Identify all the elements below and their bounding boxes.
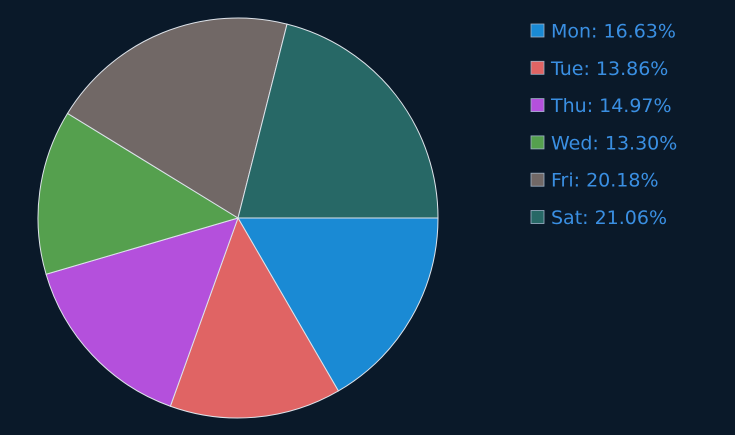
legend-swatch: [530, 210, 545, 224]
pie-slice: [237, 23, 439, 219]
legend-swatch: [530, 60, 545, 75]
legend-swatch: [530, 135, 545, 150]
pie-slice: [66, 17, 288, 219]
legend-label: Mon: 16.63%: [551, 21, 676, 43]
pie-slice: [37, 112, 240, 275]
legend-label: Thu: 14.97%: [550, 95, 672, 117]
pie-slice: [45, 217, 239, 407]
legend-swatch: [530, 23, 545, 38]
legend-label: Sat: 21.06%: [551, 207, 667, 229]
pie-slice: [237, 217, 439, 392]
pie-slice: [169, 216, 340, 419]
legend-label: Wed: 13.30%: [551, 132, 677, 154]
legend-label: Fri: 20.18%: [551, 170, 659, 192]
legend-swatch: [530, 98, 545, 112]
legend-label: Tue: 13.86%: [550, 58, 668, 80]
legend-swatch: [530, 172, 545, 187]
